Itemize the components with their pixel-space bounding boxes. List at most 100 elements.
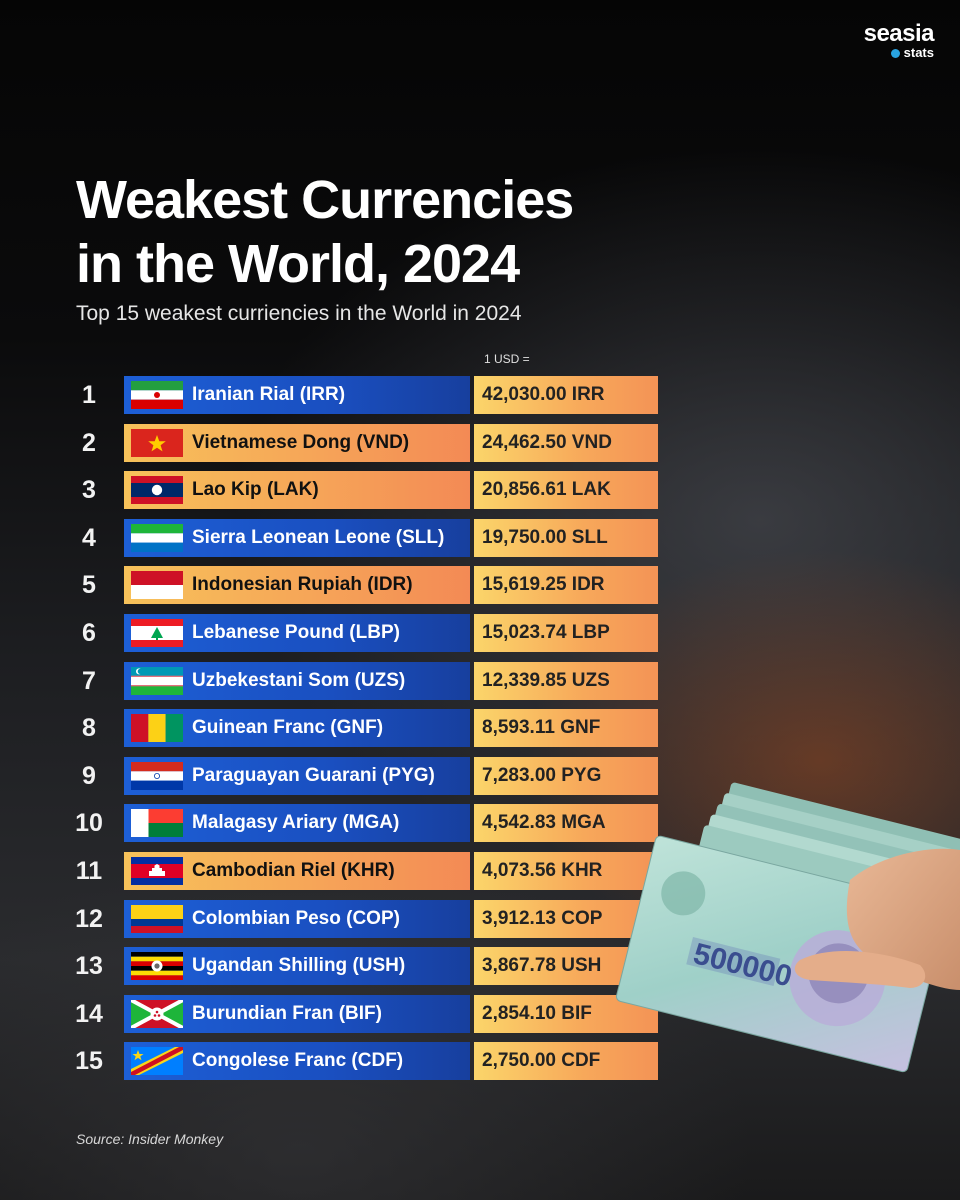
flag-paraguay-icon [131, 761, 183, 790]
currency-name-cell: Burundian Fran (BIF) [124, 994, 470, 1033]
currency-name-cell: Uzbekestani Som (UZS) [124, 661, 470, 700]
rank-number: 14 [75, 999, 103, 1028]
currency-name-cell: Malagasy Ariary (MGA) [124, 804, 470, 843]
exchange-value-cell: 15,023.74 LBP [474, 614, 658, 652]
table-row: 8 Guinean Franc (GNF) 8,593.11 GNF [70, 709, 660, 748]
exchange-value: 12,339.85 UZS [482, 669, 610, 691]
currency-name: Indonesian Rupiah (IDR) [192, 574, 413, 596]
exchange-value: 8,593.11 GNF [482, 717, 601, 739]
rank-number: 6 [82, 619, 96, 647]
currency-name-cell: Cambodian Riel (KHR) [124, 852, 470, 890]
flag-colombia-icon [131, 904, 183, 933]
exchange-value: 4,073.56 KHR [482, 860, 603, 881]
exchange-value-cell: 7,283.00 PYG [474, 756, 658, 795]
exchange-value: 7,283.00 PYG [482, 764, 602, 786]
logo-wordmark: seasia [863, 20, 935, 47]
exchange-value: 19,750.00 SLL [482, 526, 608, 548]
rank-number: 1 [82, 381, 96, 409]
rank-number: 12 [75, 904, 103, 933]
currency-name-cell: Sierra Leonean Leone (SLL) [124, 518, 470, 557]
exchange-value-cell: 3,912.13 COP [474, 899, 658, 938]
currency-name-cell: Lebanese Pound (LBP) [124, 614, 470, 652]
rank-number: 13 [75, 952, 103, 981]
source-note: Source: Insider Monkey [76, 1131, 224, 1147]
seasia-stats-logo: seasia stats [863, 20, 935, 60]
currency-name: Ugandan Shilling (USH) [192, 955, 406, 977]
table-row: 5 Indonesian Rupiah (IDR) 15,619.25 IDR [70, 566, 660, 605]
table-row: 15 Congolese Franc (CDF) 2,750.00 CDF [70, 1042, 660, 1081]
flag-sierra-leone-icon [131, 523, 183, 552]
currency-name: Sierra Leonean Leone (SLL) [192, 526, 445, 548]
page-title: Weakest Currencies in the World, 2024 [76, 168, 574, 296]
flag-dr-congo-icon [131, 1047, 183, 1076]
logo-subtext: stats [903, 45, 934, 60]
flag-madagascar-icon [131, 809, 183, 838]
table-row: 1 Iranian Rial (IRR) 42,030.00 IRR [70, 376, 660, 414]
currency-name-cell: Vietnamese Dong (VND) [124, 423, 470, 462]
exchange-value: 2,854.10 BIF [482, 1002, 592, 1024]
exchange-value: 15,023.74 LBP [482, 622, 610, 643]
currency-name: Burundian Fran (BIF) [192, 1002, 382, 1024]
rank-number: 5 [82, 571, 96, 600]
exchange-value-cell: 12,339.85 UZS [474, 661, 658, 700]
currency-name: Congolese Franc (CDF) [192, 1050, 404, 1072]
rank-number: 9 [82, 761, 96, 790]
exchange-value: 20,856.61 LAK [482, 479, 611, 501]
banknote-stack-image: 500000 500000 [600, 760, 960, 1140]
table-row: 11 Cambodian Riel (KHR) 4,073.56 KHR [70, 852, 660, 890]
column-header-usd: 1 USD = [484, 352, 530, 366]
rank-number: 8 [82, 714, 96, 743]
currency-name: Iranian Rial (IRR) [192, 384, 346, 405]
table-row: 6 Lebanese Pound (LBP) 15,023.74 LBP [70, 614, 660, 652]
exchange-value: 42,030.00 IRR [482, 384, 605, 405]
banknote-illustration: 500000 500000 [615, 782, 960, 1073]
exchange-value: 4,542.83 MGA [482, 812, 606, 834]
table-row: 10 Malagasy Ariary (MGA) 4,542.83 MGA [70, 804, 660, 843]
currency-name-cell: Indonesian Rupiah (IDR) [124, 566, 470, 605]
currency-name: Lebanese Pound (LBP) [192, 622, 400, 643]
table-row: 13 Ugandan Shilling (USH) 3,867.78 USH [70, 947, 660, 986]
table-row: 9 Paraguayan Guarani (PYG) 7,283.00 PYG [70, 756, 660, 795]
exchange-value: 24,462.50 VND [482, 431, 612, 453]
subtitle: Top 15 weakest curriencies in the World … [76, 302, 522, 325]
currency-name: Malagasy Ariary (MGA) [192, 812, 400, 834]
flag-indonesia-icon [131, 571, 183, 600]
exchange-value-cell: 2,750.00 CDF [474, 1042, 658, 1081]
exchange-value: 3,867.78 USH [482, 955, 602, 977]
currency-name-cell: Iranian Rial (IRR) [124, 376, 470, 414]
flag-burundi-icon [131, 999, 183, 1028]
table-row: 2 Vietnamese Dong (VND) 24,462.50 VND [70, 423, 660, 462]
rank-number: 11 [75, 857, 103, 885]
flag-vietnam-icon [131, 428, 183, 457]
exchange-value-cell: 2,854.10 BIF [474, 994, 658, 1033]
flag-cambodia-icon [131, 857, 183, 885]
flag-iran-icon [131, 381, 183, 409]
exchange-value-cell: 19,750.00 SLL [474, 518, 658, 557]
rank-number: 7 [82, 666, 96, 695]
currency-name: Paraguayan Guarani (PYG) [192, 764, 435, 786]
flag-uganda-icon [131, 952, 183, 981]
currency-name-cell: Paraguayan Guarani (PYG) [124, 756, 470, 795]
currency-name: Guinean Franc (GNF) [192, 717, 384, 739]
flag-lebanon-icon [131, 619, 183, 647]
title-line-1: Weakest Currencies [76, 170, 574, 230]
exchange-value: 3,912.13 COP [482, 907, 603, 929]
currency-name: Cambodian Riel (KHR) [192, 860, 395, 881]
exchange-value-cell: 20,856.61 LAK [474, 471, 658, 510]
logo-dot-icon [890, 49, 900, 58]
exchange-value-cell: 8,593.11 GNF [474, 709, 658, 748]
flag-laos-icon [131, 476, 183, 505]
currency-name: Lao Kip (LAK) [192, 479, 319, 501]
currency-name-cell: Congolese Franc (CDF) [124, 1042, 470, 1081]
rank-number: 2 [82, 428, 96, 457]
flag-uzbekistan-icon [131, 666, 183, 695]
exchange-value: 2,750.00 CDF [482, 1050, 601, 1072]
title-line-2: in the World, 2024 [76, 234, 520, 294]
currency-name-cell: Lao Kip (LAK) [124, 471, 470, 510]
rank-number: 10 [75, 809, 103, 838]
currency-name: Colombian Peso (COP) [192, 907, 400, 929]
currency-name-cell: Guinean Franc (GNF) [124, 709, 470, 748]
currency-name-cell: Ugandan Shilling (USH) [124, 947, 470, 986]
currency-name-cell: Colombian Peso (COP) [124, 899, 470, 938]
rank-number: 4 [82, 523, 96, 552]
